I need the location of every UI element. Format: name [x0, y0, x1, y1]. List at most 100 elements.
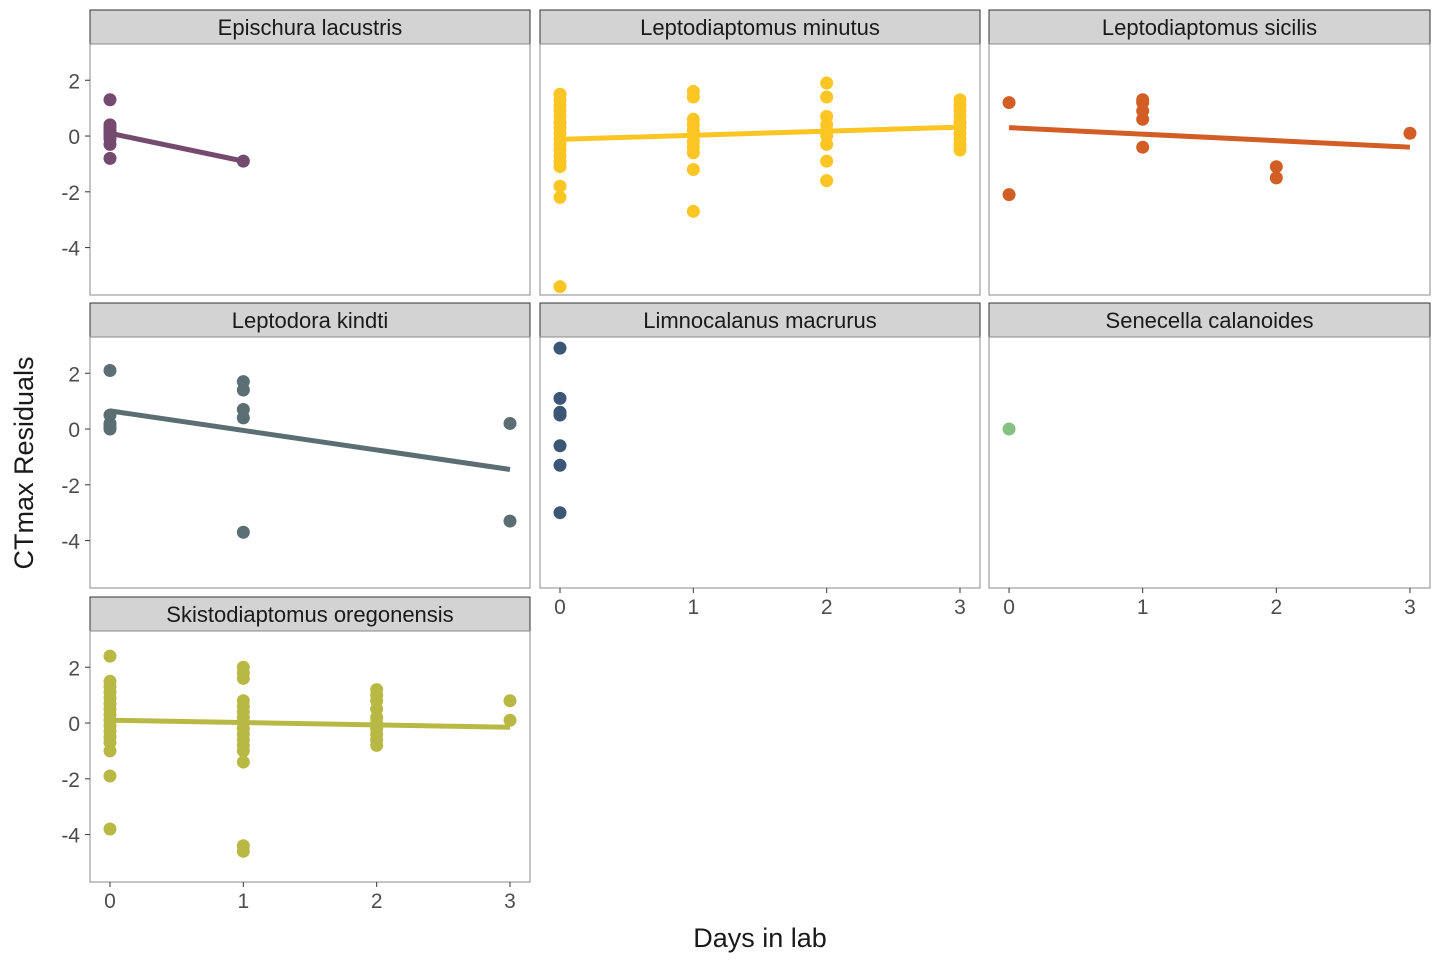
data-point	[820, 90, 834, 104]
y-tick-label: 2	[68, 363, 80, 386]
data-point	[820, 137, 834, 151]
data-point	[236, 525, 250, 539]
x-tick-label: 0	[554, 596, 566, 619]
data-point	[553, 506, 567, 520]
data-point	[370, 738, 384, 752]
data-point	[686, 90, 700, 104]
x-axis-label: Days in lab	[693, 923, 827, 953]
data-point	[553, 439, 567, 453]
facet-title: Leptodiaptomus minutus	[640, 15, 880, 40]
data-point	[1002, 96, 1016, 110]
data-point	[503, 694, 517, 708]
data-point	[236, 755, 250, 769]
y-tick-label: 0	[68, 419, 80, 442]
data-point	[103, 363, 117, 377]
x-tick-label: 1	[237, 890, 249, 913]
facet-title: Skistodiaptomus oregonensis	[166, 602, 453, 627]
data-point	[236, 744, 250, 758]
x-tick-label: 0	[1003, 596, 1015, 619]
data-point	[953, 143, 967, 157]
facet-title: Epischura lacustris	[218, 15, 403, 40]
panel-border	[89, 43, 531, 296]
data-point	[553, 408, 567, 422]
y-tick-label: -4	[61, 531, 80, 554]
trend-line	[109, 130, 244, 164]
facet-strip	[89, 9, 531, 45]
panel-border	[89, 630, 531, 883]
data-point	[103, 649, 117, 663]
data-point	[503, 416, 517, 430]
data-point	[236, 383, 250, 397]
x-tick-label: 3	[954, 596, 966, 619]
data-point	[236, 411, 250, 425]
data-point	[103, 137, 117, 151]
data-point	[553, 458, 567, 472]
data-point	[1269, 171, 1283, 185]
data-point	[103, 93, 117, 107]
panel-border	[89, 336, 531, 589]
x-tick-label: 2	[371, 890, 383, 913]
panel-border	[539, 336, 981, 589]
x-tick-label: 1	[1137, 596, 1149, 619]
x-tick-label: 3	[1404, 596, 1416, 619]
data-point	[820, 76, 834, 90]
data-point	[686, 146, 700, 160]
facet-title: Senecella calanoides	[1106, 308, 1314, 333]
y-tick-label: -4	[61, 238, 80, 261]
y-tick-label: 2	[68, 657, 80, 680]
trend-line	[559, 124, 961, 142]
trend-line	[1008, 125, 1411, 150]
x-tick-label: 1	[687, 596, 699, 619]
panel-border	[539, 43, 981, 296]
y-tick-label: 2	[68, 70, 80, 93]
facet-strip	[988, 302, 1431, 338]
data-point	[820, 154, 834, 168]
data-point	[1002, 188, 1016, 202]
x-tick-label: 2	[1270, 596, 1282, 619]
data-point	[1136, 112, 1150, 126]
facet-strip	[539, 9, 981, 45]
trend-line	[109, 408, 511, 472]
panel-border	[988, 43, 1431, 296]
x-tick-label: 2	[821, 596, 833, 619]
data-point	[103, 769, 117, 783]
data-point	[1136, 140, 1150, 154]
facet-title: Leptodora kindti	[232, 308, 389, 333]
data-point	[553, 190, 567, 204]
facet-title: Limnocalanus macrurus	[643, 308, 877, 333]
data-point	[553, 179, 567, 193]
panel-border	[988, 336, 1431, 589]
data-point	[686, 163, 700, 176]
x-tick-label: 3	[504, 890, 516, 913]
data-point	[1269, 160, 1283, 174]
data-point	[553, 341, 567, 355]
data-point	[820, 174, 834, 188]
facet-title: Leptodiaptomus sicilis	[1102, 15, 1317, 40]
data-point	[553, 160, 567, 174]
data-point	[1403, 126, 1417, 140]
data-point	[686, 204, 700, 218]
data-point	[103, 822, 117, 836]
data-point	[553, 391, 567, 405]
data-point	[236, 671, 250, 685]
y-tick-label: -2	[61, 769, 80, 792]
y-tick-label: 0	[68, 713, 80, 736]
data-point	[236, 844, 250, 858]
y-tick-label: -2	[61, 182, 80, 205]
trend-line	[109, 717, 511, 730]
y-tick-label: -4	[61, 825, 80, 848]
data-point	[503, 514, 517, 528]
y-tick-label: -2	[61, 475, 80, 498]
facet-strip	[89, 302, 531, 338]
data-point	[553, 280, 567, 294]
y-tick-label: 0	[68, 126, 80, 149]
data-point	[1002, 422, 1016, 436]
data-point	[503, 713, 517, 727]
y-axis-label: CTmax Residuals	[9, 356, 39, 569]
x-tick-label: 0	[104, 890, 116, 913]
data-point	[103, 151, 117, 165]
data-point	[103, 744, 117, 758]
data-point	[103, 422, 117, 436]
